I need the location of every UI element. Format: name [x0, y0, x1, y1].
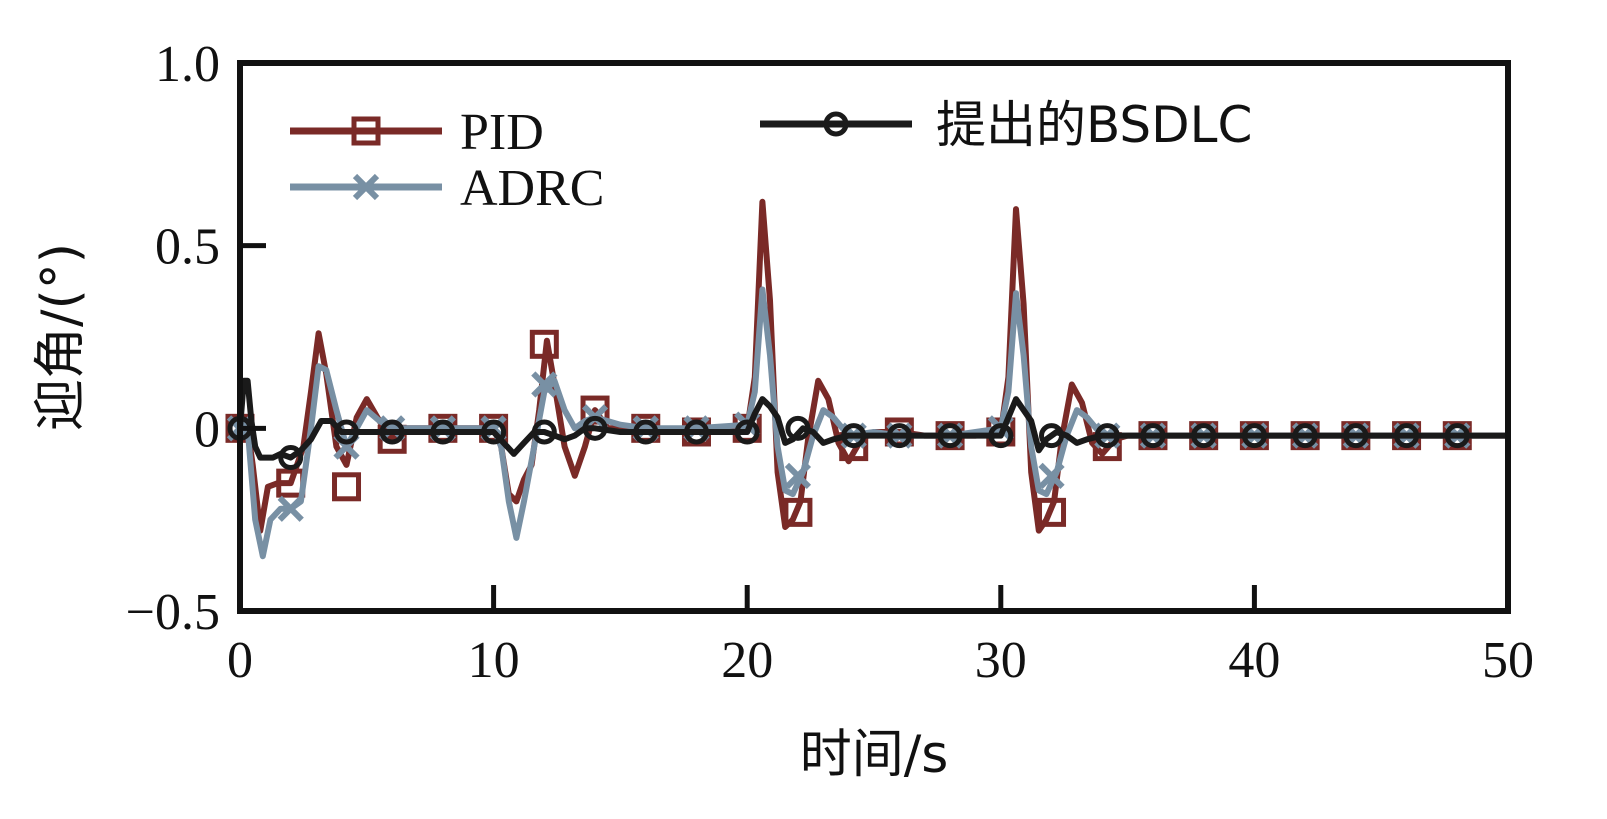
x-tick-label: 10: [468, 632, 520, 689]
y-tick-label: −0.5: [126, 584, 220, 641]
data-point-circle: [633, 419, 659, 445]
x-tick-label: 30: [975, 632, 1027, 689]
series-2: [227, 377, 1511, 471]
data-point-square: [332, 472, 362, 502]
legend-entry: ADRC: [290, 160, 604, 217]
data-point-circle: [841, 423, 867, 449]
plot-frame: [237, 60, 1511, 614]
y-tick-label: 0: [194, 401, 220, 458]
legend-label: 提出的BSDLC: [936, 96, 1252, 154]
x-tick-label: 40: [1228, 632, 1280, 689]
data-point-circle: [1039, 423, 1065, 449]
data-point-circle: [1444, 423, 1470, 449]
data-point-circle: [481, 419, 507, 445]
data-point-circle: [823, 111, 849, 137]
series-0: [225, 198, 1511, 534]
series-layer: [225, 198, 1511, 560]
data-point-circle: [1094, 423, 1120, 449]
data-point-circle: [379, 419, 405, 445]
data-point-circle: [430, 419, 456, 445]
data-point-circle: [734, 419, 760, 445]
data-point-circle: [1140, 423, 1166, 449]
data-point-circle: [1292, 423, 1318, 449]
series-line: [237, 198, 1511, 534]
y-axis-title: 迎角/(°): [31, 243, 91, 431]
data-point-circle: [1394, 423, 1420, 449]
x-tick-label: 50: [1482, 632, 1534, 689]
legend-entry: PID: [290, 104, 544, 161]
data-point-x: [1038, 462, 1065, 489]
data-point-circle: [785, 415, 811, 441]
data-point-circle: [531, 419, 557, 445]
y-tick-label: 0.5: [155, 219, 220, 276]
data-point-circle: [334, 419, 360, 445]
data-point-circle: [937, 423, 963, 449]
data-point-square: [580, 395, 610, 425]
data-point-circle: [886, 423, 912, 449]
data-point-x: [784, 462, 812, 489]
legend-label: PID: [460, 104, 544, 161]
y-axis: −0.5 0 0.5 1.0: [126, 36, 266, 641]
data-point-circle: [1241, 423, 1267, 449]
x-tick-label: 20: [721, 632, 773, 689]
data-point-square: [529, 329, 559, 359]
x-tick-label: 0: [227, 632, 253, 689]
data-point-circle: [278, 445, 304, 471]
data-point-circle: [683, 419, 709, 445]
data-point-circle: [1343, 423, 1369, 449]
data-point-circle: [582, 415, 608, 441]
x-axis: 0 10 20 30 40 50: [227, 585, 1534, 689]
y-tick-label: 1.0: [155, 36, 220, 93]
data-point-circle: [1191, 423, 1217, 449]
legend-label: ADRC: [460, 160, 604, 217]
data-point-square: [351, 116, 381, 146]
data-point-x: [277, 495, 304, 522]
legend-entry: 提出的BSDLC: [760, 96, 1252, 154]
data-point-x: [352, 173, 380, 201]
x-axis-title: 时间/s: [800, 725, 949, 785]
series-line: [237, 377, 1511, 461]
data-point-circle: [988, 423, 1014, 449]
data-point-square: [1037, 497, 1067, 527]
data-point-x: [531, 371, 558, 398]
data-point-square: [783, 497, 813, 527]
